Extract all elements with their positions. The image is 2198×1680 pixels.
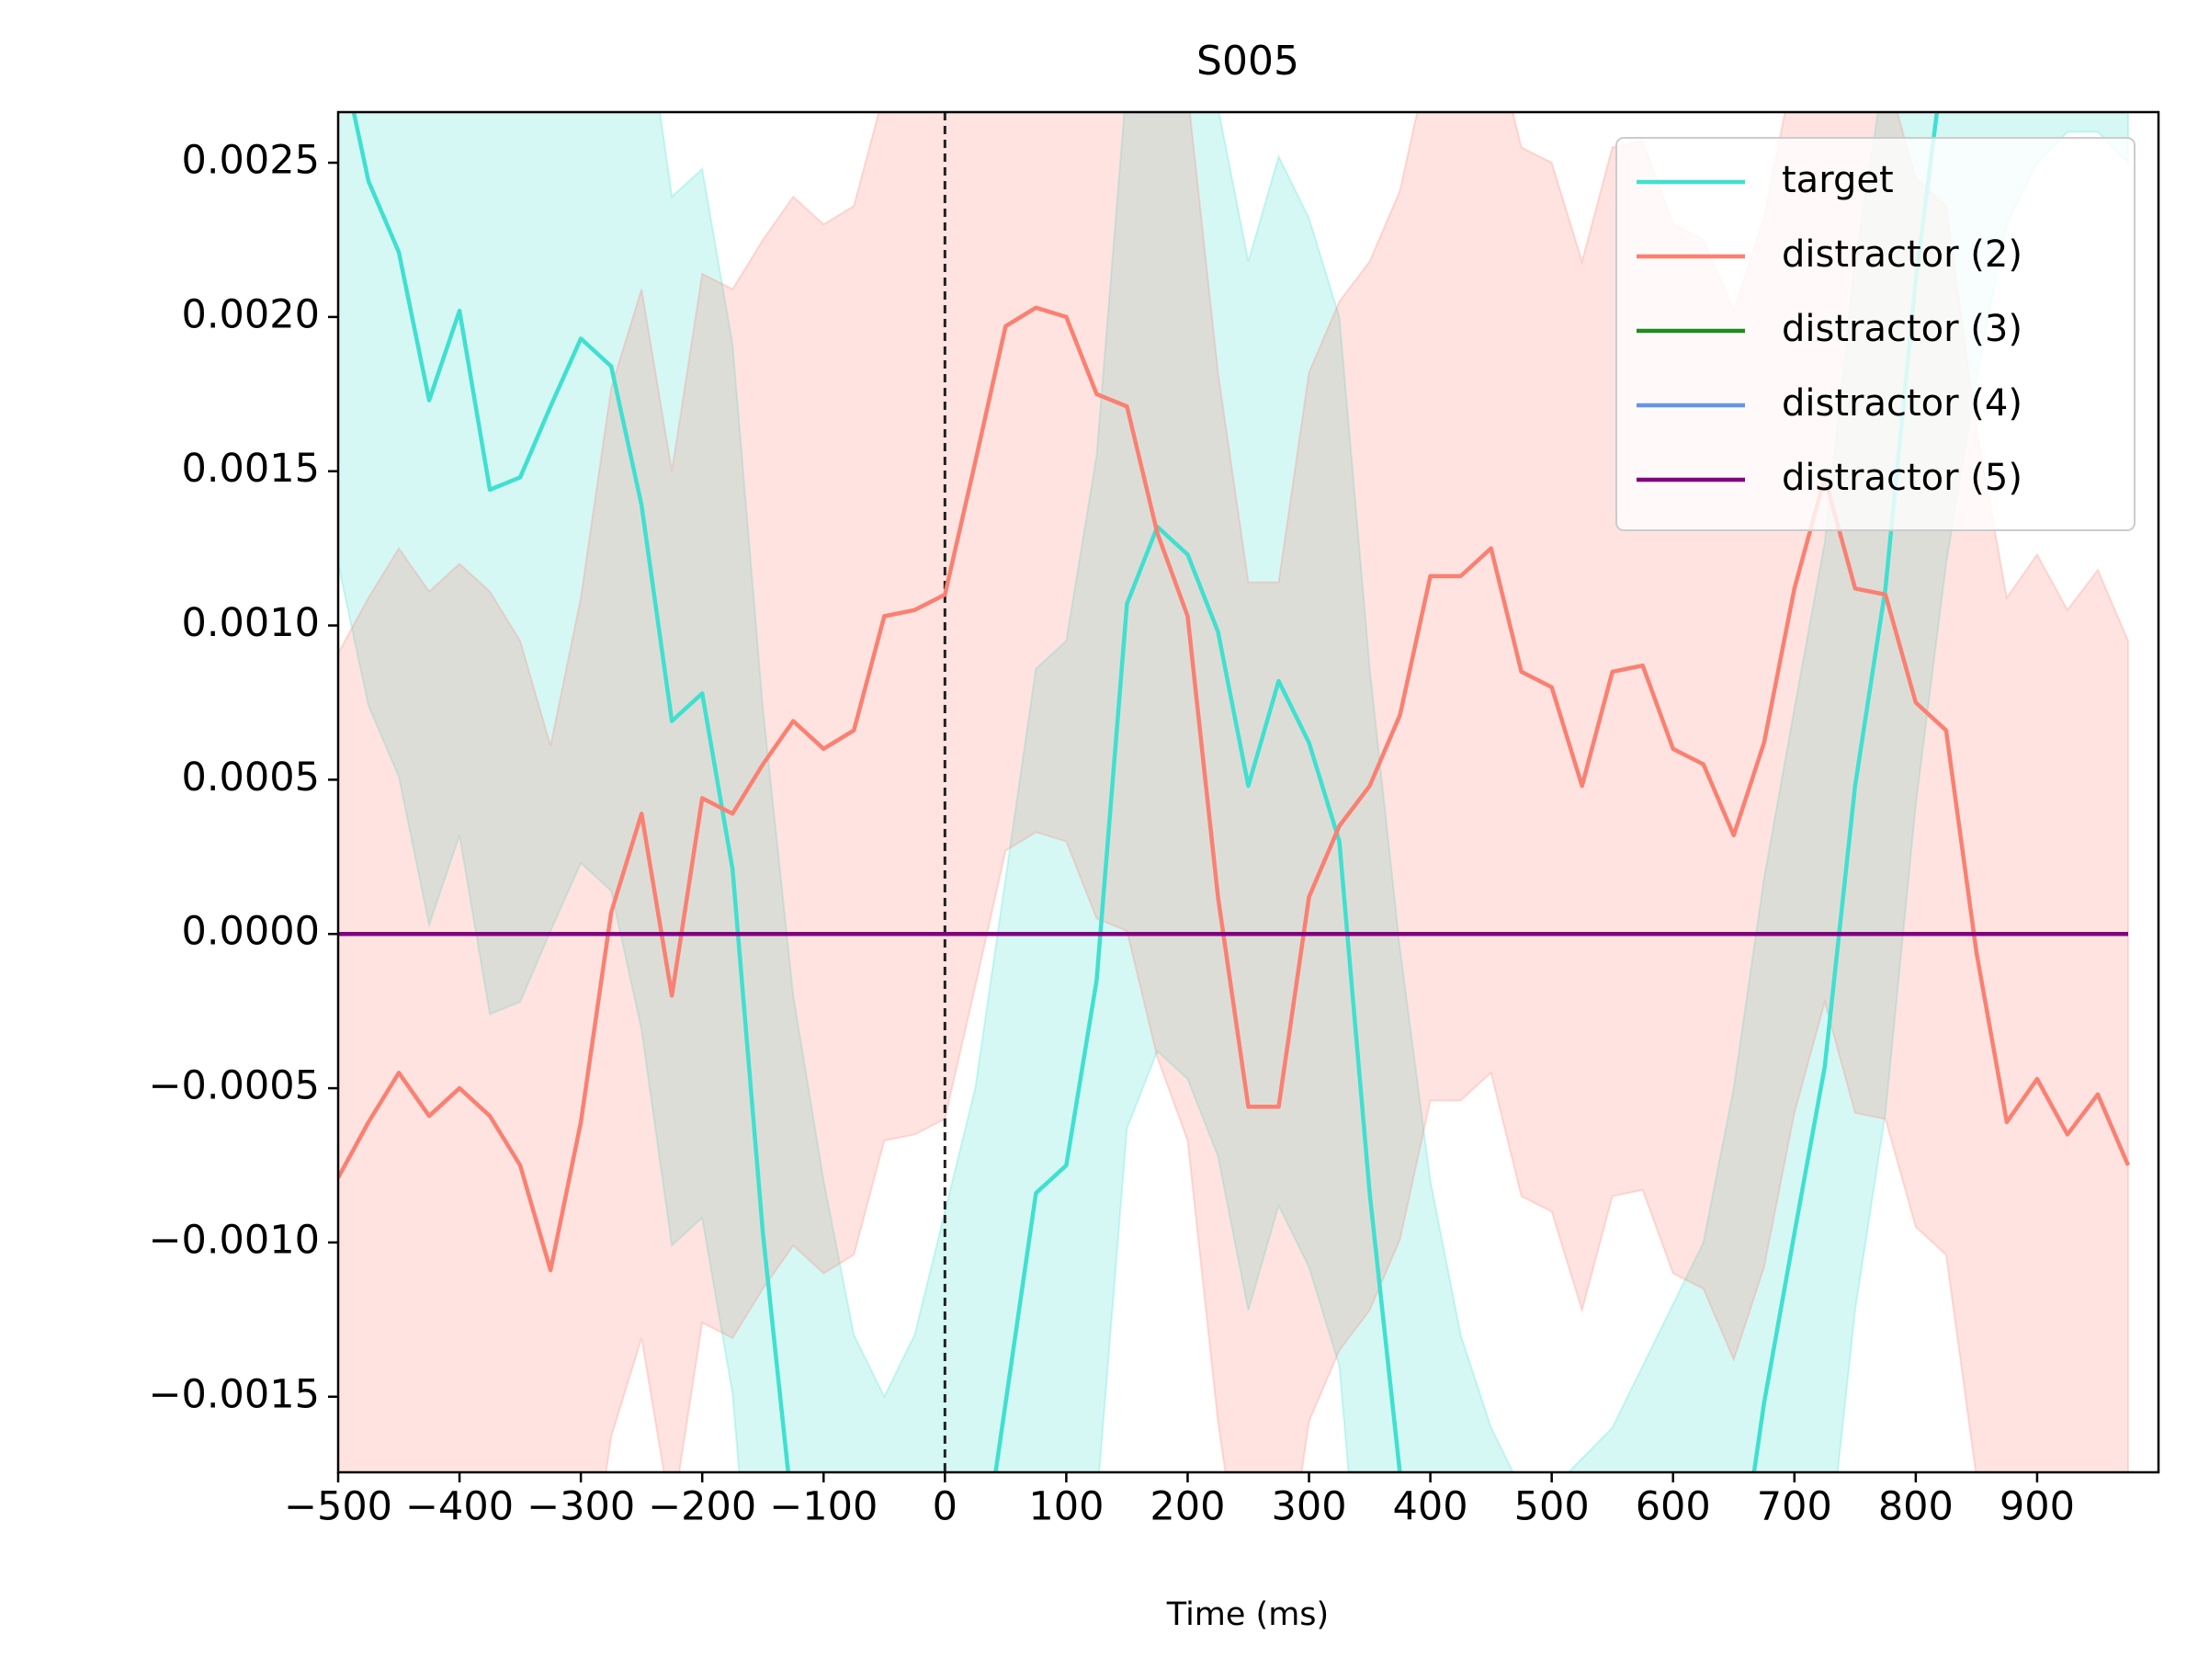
legend-label: distractor (2) — [1782, 233, 2022, 276]
x-tick-label: 500 — [1514, 1484, 1590, 1530]
legend: target distractor (2) distractor (3) distra… — [1615, 137, 2136, 531]
x-tick-label: −300 — [527, 1484, 635, 1530]
x-tick-label: 800 — [1878, 1484, 1954, 1530]
y-tick-label: 0.0000 — [182, 909, 320, 955]
axes: −0.0015 −0.0010 −0.0005 0.0000 0.0005 0.0010 0… — [149, 110, 2160, 1530]
x-axis-label: Time (ms) — [1166, 1596, 1329, 1633]
series-line — [351, 112, 1940, 1472]
x-tick-label: 200 — [1150, 1484, 1225, 1530]
legend-frame — [1615, 137, 2136, 531]
x-tick-label: 0 — [933, 1484, 957, 1530]
y-tick-label: 0.0015 — [182, 446, 320, 492]
legend-label: distractor (4) — [1782, 382, 2022, 425]
plot-frame — [336, 110, 2160, 1474]
y-tick-label: −0.0010 — [149, 1217, 321, 1263]
y-tick-label: 0.0025 — [182, 138, 320, 184]
x-tick-label: 300 — [1271, 1484, 1346, 1530]
x-tick-label: 900 — [2000, 1484, 2075, 1530]
x-tick-label: 600 — [1636, 1484, 1711, 1530]
x-tick-label: −500 — [284, 1484, 392, 1530]
chart-title: S005 — [1196, 38, 1299, 85]
x-tick-label: −100 — [769, 1484, 878, 1530]
y-tick-label: 0.0010 — [182, 600, 320, 646]
x-tick-label: 400 — [1393, 1484, 1468, 1530]
y-tick-label: −0.0015 — [149, 1371, 321, 1417]
y-tick-label: 0.0005 — [182, 755, 320, 800]
y-tick-label: −0.0005 — [149, 1063, 321, 1109]
x-tick-label: 700 — [1757, 1484, 1832, 1530]
y-tick-label: 0.0020 — [182, 291, 320, 337]
x-tick-label: −400 — [405, 1484, 514, 1530]
x-tick-label: 100 — [1028, 1484, 1104, 1530]
legend-label: distractor (5) — [1782, 457, 2022, 499]
legend-label: distractor (3) — [1782, 308, 2022, 350]
legend-label: target — [1782, 159, 1894, 201]
x-tick-label: −200 — [648, 1484, 756, 1530]
